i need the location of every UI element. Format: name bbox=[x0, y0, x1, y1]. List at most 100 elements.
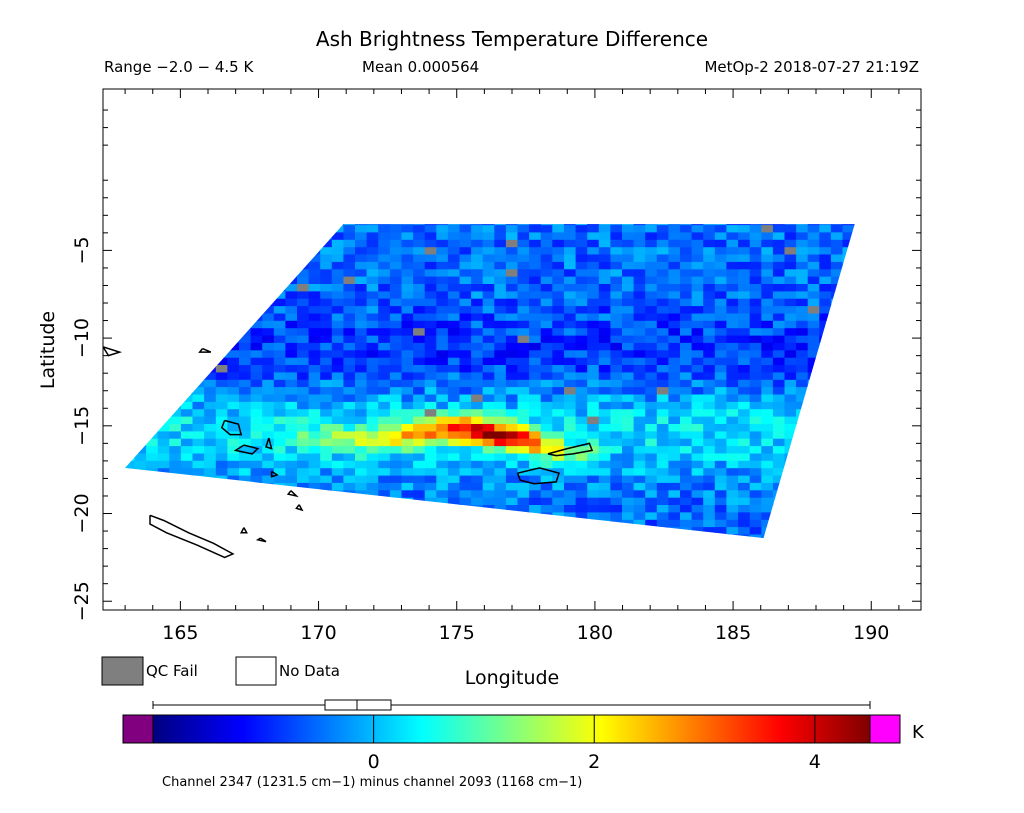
heatmap-cell bbox=[622, 519, 635, 528]
heatmap-cell bbox=[471, 253, 484, 262]
heatmap-cell bbox=[355, 541, 367, 549]
heatmap-cell bbox=[389, 334, 403, 343]
heatmap-cell bbox=[320, 231, 333, 240]
heatmap-cell bbox=[726, 224, 739, 226]
heatmap-cell bbox=[587, 224, 600, 226]
heatmap-cell bbox=[471, 541, 483, 549]
heatmap-cell bbox=[668, 231, 681, 240]
heatmap-cell bbox=[749, 445, 762, 454]
heatmap-cell bbox=[587, 253, 600, 262]
heatmap-cell bbox=[378, 276, 391, 284]
heatmap-cell bbox=[807, 371, 820, 380]
heatmap-cell bbox=[204, 416, 217, 424]
heatmap-cell bbox=[482, 504, 495, 513]
heatmap-cell bbox=[320, 393, 333, 402]
heatmap-cell bbox=[738, 401, 751, 410]
heatmap-cell bbox=[807, 497, 820, 505]
heatmap-cell bbox=[517, 290, 530, 299]
heatmap-cell bbox=[436, 349, 449, 358]
heatmap-cell bbox=[111, 254, 123, 262]
heatmap-cell bbox=[239, 511, 252, 520]
heatmap-cell bbox=[552, 401, 565, 410]
heatmap-cell bbox=[320, 298, 333, 307]
heatmap-cell bbox=[540, 224, 553, 233]
heatmap-cell bbox=[355, 342, 368, 351]
heatmap-cell bbox=[819, 268, 832, 277]
heatmap-cell bbox=[250, 298, 263, 307]
heatmap-cell bbox=[459, 298, 472, 307]
heatmap-cell bbox=[482, 290, 495, 299]
heatmap-cell bbox=[505, 349, 519, 358]
heatmap-cell bbox=[273, 504, 286, 513]
heatmap-cell bbox=[180, 511, 194, 520]
heatmap-cell bbox=[378, 379, 391, 388]
coastline-vanuatu-mid bbox=[233, 444, 260, 455]
heatmap-cell bbox=[656, 416, 669, 424]
heatmap-cell bbox=[111, 210, 123, 218]
heatmap-cell bbox=[656, 519, 669, 528]
heatmap-cell bbox=[680, 497, 693, 505]
y-tick-label: −10 bbox=[71, 318, 93, 358]
heatmap-cell bbox=[413, 253, 426, 262]
heatmap-cell bbox=[389, 438, 403, 447]
heatmap-cell bbox=[691, 511, 704, 520]
heatmap-cell bbox=[331, 482, 344, 491]
heatmap-cell bbox=[645, 519, 658, 528]
heatmap-cell bbox=[738, 416, 751, 424]
heatmap-cell bbox=[389, 327, 403, 336]
heatmap-cell bbox=[517, 452, 530, 461]
heatmap-cell bbox=[529, 489, 542, 498]
heatmap-cell bbox=[866, 217, 878, 225]
heatmap-cell bbox=[726, 541, 738, 549]
heatmap-cell bbox=[691, 224, 704, 233]
heatmap-cell bbox=[726, 305, 739, 314]
heatmap-cell bbox=[761, 246, 774, 255]
heatmap-cell bbox=[413, 430, 426, 439]
heatmap-cell bbox=[239, 460, 252, 469]
heatmap-cell bbox=[471, 268, 484, 277]
heatmap-cell bbox=[401, 239, 414, 248]
heatmap-cell bbox=[598, 526, 611, 535]
heatmap-cell bbox=[598, 246, 611, 255]
heatmap-cell bbox=[842, 452, 855, 461]
heatmap-cell bbox=[169, 379, 182, 388]
heatmap-cell bbox=[610, 519, 623, 528]
heatmap-cell bbox=[239, 224, 252, 226]
heatmap-cell bbox=[355, 489, 368, 498]
heatmap-cell bbox=[703, 239, 716, 248]
heatmap-cell bbox=[505, 312, 519, 321]
heatmap-cell bbox=[343, 239, 356, 248]
heatmap-cell bbox=[610, 320, 623, 329]
heatmap-cell bbox=[749, 268, 762, 277]
heatmap-cell bbox=[169, 408, 182, 417]
heatmap-cell bbox=[529, 349, 542, 358]
heatmap-cell bbox=[215, 268, 228, 277]
heatmap-cell bbox=[204, 305, 217, 314]
heatmap-cell bbox=[703, 210, 715, 218]
heatmap-cell bbox=[125, 261, 136, 270]
heatmap-cell bbox=[830, 533, 844, 539]
heatmap-cell bbox=[680, 371, 693, 380]
heatmap-cell bbox=[819, 430, 832, 439]
heatmap-cell bbox=[320, 430, 333, 439]
heatmap-cell bbox=[111, 453, 123, 461]
heatmap-cell bbox=[239, 401, 252, 410]
heatmap-cell bbox=[146, 541, 158, 549]
heatmap-cell bbox=[297, 253, 310, 262]
heatmap-cell bbox=[239, 445, 252, 454]
heatmap-cell bbox=[262, 364, 275, 373]
heatmap-cell bbox=[273, 497, 286, 505]
heatmap-cell bbox=[343, 504, 356, 513]
coastline-vanuatu-small bbox=[265, 437, 273, 450]
heatmap-cell bbox=[819, 526, 832, 535]
heatmap-cell bbox=[146, 261, 159, 270]
heatmap-cell bbox=[389, 452, 403, 461]
heatmap-cell bbox=[761, 231, 774, 240]
heatmap-cell bbox=[726, 489, 739, 498]
heatmap-cell bbox=[726, 268, 739, 277]
heatmap-cell bbox=[714, 519, 727, 528]
heatmap-cell bbox=[517, 416, 530, 424]
heatmap-cell bbox=[703, 416, 716, 424]
heatmap-cell bbox=[227, 327, 240, 336]
heatmap-cell bbox=[111, 335, 123, 343]
